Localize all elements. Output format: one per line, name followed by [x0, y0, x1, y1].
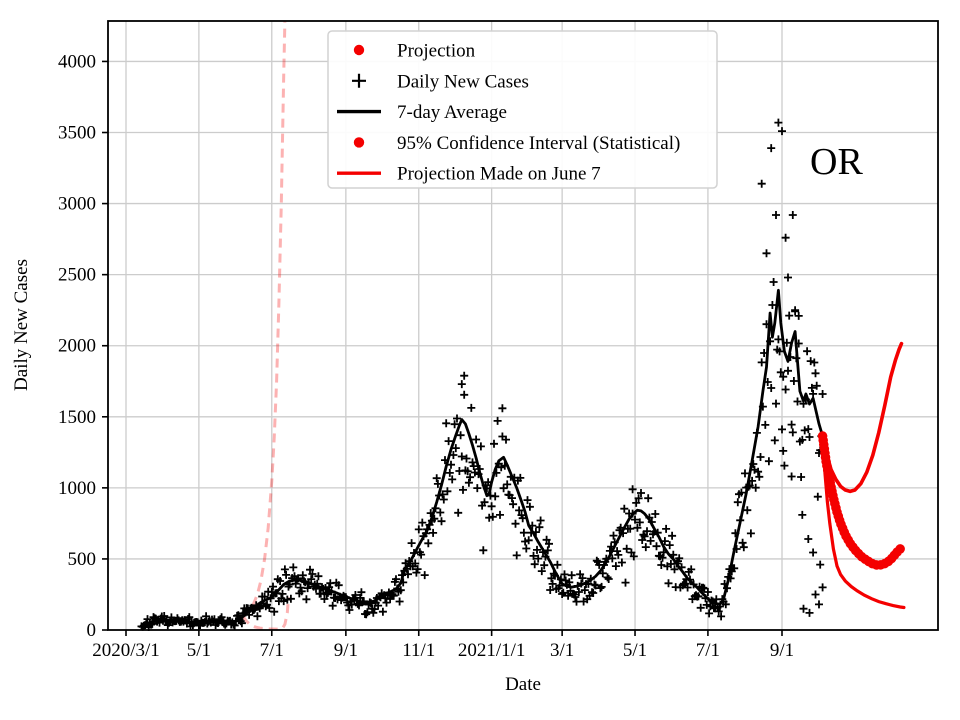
seven-day-average-line: [140, 288, 824, 627]
x-tick-label: 3/1: [550, 640, 574, 661]
plot-border: [107, 20, 939, 631]
y-tick-label: 500: [68, 549, 97, 570]
legend-item-label: Projection Made on June 7: [397, 164, 601, 185]
x-tick-label: 7/1: [260, 640, 284, 661]
y-tick-label: 4000: [58, 51, 96, 72]
projection-dotted-path: [817, 431, 907, 571]
legend-item-label: Daily New Cases: [397, 71, 529, 92]
x-axis-label: Date: [505, 674, 541, 695]
legend-dot-marker: [353, 137, 365, 148]
x-tick-label: 9/1: [334, 640, 358, 661]
axes-spines: [107, 20, 939, 631]
x-tick-label: 2021/1/1: [458, 640, 526, 661]
legend-plus-marker: [352, 73, 366, 88]
y-axis-label: Daily New Cases: [11, 259, 32, 391]
june7-projection-curve: [242, 21, 287, 618]
axis-tick-labels: 2020/3/1 5/1 7/1 9/1 11/1 2021/1/1 3/1 5/1 7/1 9/…: [58, 51, 794, 661]
daily-new-cases-scatter: [137, 118, 827, 631]
state-annotation: OR: [810, 141, 863, 183]
june7-projection-dashed-curves: [241, 21, 290, 631]
y-tick-label: 1500: [58, 407, 96, 428]
confidence-lower-path: [821, 434, 906, 610]
legend-dot-marker: [353, 44, 365, 56]
x-tick-label: 5/1: [187, 640, 211, 661]
y-tick-label: 3000: [58, 194, 96, 215]
june7-projection-curve: [241, 597, 290, 631]
legend-item-label: Projection: [397, 41, 476, 62]
daily-cases-plus-marks: [137, 118, 827, 631]
y-tick-label: 1000: [58, 478, 96, 499]
legend-item-label: 7-day Average: [397, 102, 507, 123]
y-tick-label: 0: [87, 620, 97, 641]
y-tick-label: 2500: [58, 265, 96, 286]
y-tick-label: 2000: [58, 336, 96, 357]
x-tick-label: 7/1: [696, 640, 720, 661]
confidence-upper-path: [820, 341, 904, 494]
legend-item-label: 95% Confidence Interval (Statistical): [397, 133, 680, 154]
seven-day-average-path: [140, 288, 824, 627]
x-tick-label: 9/1: [770, 640, 794, 661]
x-tick-label: 2020/3/1: [92, 640, 160, 661]
axis-ticks: [102, 60, 783, 636]
legend-box: [327, 30, 718, 189]
x-tick-label: 11/1: [402, 640, 435, 661]
y-tick-label: 3500: [58, 123, 96, 144]
projection-and-confidence-curves: [817, 341, 907, 610]
legend: Projection Daily New Cases 7-day Average 95…: [327, 30, 718, 189]
x-tick-label: 5/1: [623, 640, 647, 661]
